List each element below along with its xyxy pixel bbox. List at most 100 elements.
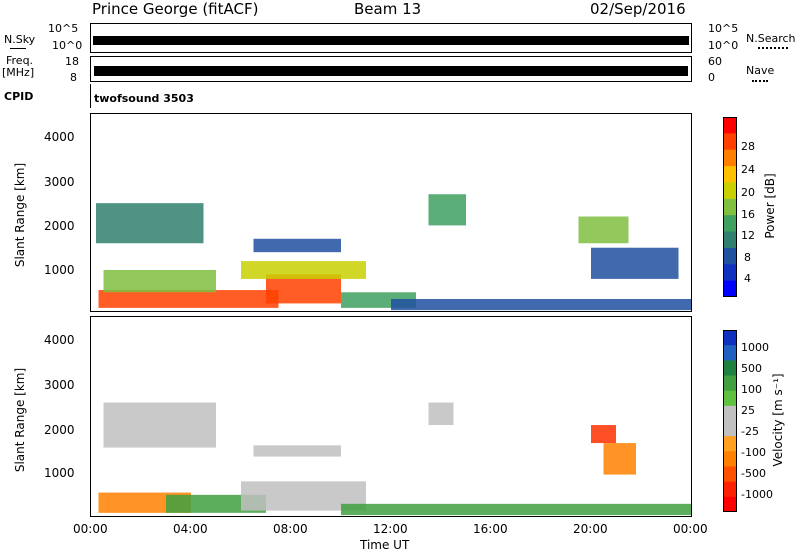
cpid-divider [90, 84, 91, 108]
velocity-colorbar [723, 330, 737, 512]
xtick-0400: 04:00 [173, 522, 208, 536]
nave-tick-high: 60 [708, 55, 722, 68]
nave-label: Nave [746, 64, 775, 77]
vel-cbar-tick-100: 100 [741, 383, 762, 396]
nsearch-tick-low: 10^0 [708, 39, 739, 52]
freq-unit-label: [MHz] [2, 66, 35, 79]
power-ytick-2000: 2000 [44, 219, 75, 233]
colorbar-swatch-1 [723, 133, 737, 151]
heatmap-region-10 [391, 298, 691, 311]
heatmap-region-7 [603, 443, 636, 475]
nsky-trace [93, 36, 689, 45]
heatmap-region-4 [253, 445, 341, 457]
nsearch-tick-high: 10^5 [708, 22, 739, 35]
nsky-underline [10, 48, 26, 49]
vel-ytick-3000: 3000 [44, 378, 75, 392]
nsearch-dots [758, 47, 788, 49]
vel-ytick-2000: 2000 [44, 423, 75, 437]
nave-dots [752, 80, 768, 82]
power-cbar-tick-12: 12 [741, 229, 755, 242]
xtick-1200: 12:00 [373, 522, 408, 536]
nsearch-label: N.Search [746, 32, 796, 45]
colorbar-swatch-3 [723, 375, 737, 392]
colorbar-swatch-3 [723, 166, 737, 183]
xtick-2400: 00:00 [673, 522, 708, 536]
heatmap-region-9 [591, 247, 679, 279]
colorbar-swatch-4 [723, 182, 737, 200]
colorbar-swatch-2 [723, 360, 737, 376]
heatmap-region-6 [591, 425, 616, 444]
colorbar-swatch-4 [723, 390, 737, 407]
date-label: 02/Sep/2016 [590, 0, 686, 18]
beam-label: Beam 13 [354, 0, 422, 18]
heatmap-region-5 [428, 402, 454, 426]
velocity-plot-frame [90, 316, 692, 517]
heatmap-region-5 [253, 238, 341, 253]
power-cbar-tick-28: 28 [741, 140, 755, 153]
vel-cbar-tick-n1000: -1000 [741, 488, 773, 501]
nsky-tick-high: 10^5 [48, 22, 79, 35]
colorbar-swatch-6 [723, 215, 737, 233]
nsky-label: N.Sky [4, 33, 36, 46]
cpid-value: twofsound 3503 [94, 92, 194, 105]
colorbar-swatch-5 [723, 405, 737, 422]
colorbar-swatch-8 [723, 451, 737, 467]
nsky-tick-low: 10^0 [52, 39, 83, 52]
xtick-2000: 20:00 [573, 522, 608, 536]
vel-cbar-label: Velocity [m s⁻¹] [771, 373, 785, 467]
power-cbar-tick-24: 24 [741, 163, 755, 176]
power-ytick-1000: 1000 [44, 263, 75, 277]
colorbar-swatch-1 [723, 345, 737, 361]
vel-cbar-tick-n100: -100 [741, 446, 766, 459]
freq-label: Freq. [6, 54, 34, 67]
vel-ytick-1000: 1000 [44, 466, 75, 480]
colorbar-border [723, 330, 737, 512]
power-cbar-tick-20: 20 [741, 186, 755, 199]
colorbar-swatch-10 [723, 481, 737, 498]
heatmap-region-2 [103, 269, 216, 293]
colorbar-swatch-7 [723, 231, 737, 249]
heatmap-region-3 [103, 402, 216, 448]
station-title: Prince George (fitACF) [92, 0, 259, 18]
heatmap-region-8 [341, 503, 691, 516]
power-ytick-3000: 3000 [44, 175, 75, 189]
power-colorbar [723, 117, 737, 297]
heatmap-region-1 [266, 274, 341, 304]
heatmap-region-7 [428, 194, 466, 226]
heatmap-region-4 [96, 203, 204, 244]
vel-ytick-4000: 4000 [44, 333, 75, 347]
power-cbar-tick-16: 16 [741, 208, 755, 221]
heatmap-region-8 [578, 216, 629, 244]
colorbar-swatch-9 [723, 466, 737, 483]
xtick-0000: 00:00 [73, 522, 108, 536]
colorbar-swatch-8 [723, 247, 737, 265]
nave-tick-low: 0 [708, 71, 715, 84]
colorbar-border [723, 117, 737, 297]
colorbar-swatch-6 [723, 421, 737, 437]
xtick-1600: 16:00 [473, 522, 508, 536]
power-plot-frame [90, 113, 692, 312]
heatmap-region-0 [98, 290, 279, 308]
power-ylabel: Slant Range [km] [13, 162, 27, 268]
colorbar-swatch-11 [723, 496, 737, 512]
vel-cbar-tick-n500: -500 [741, 467, 766, 480]
vel-cbar-tick-500: 500 [741, 362, 762, 375]
freq-tick-high: 18 [65, 55, 79, 68]
velocity-ylabel: Slant Range [km] [13, 367, 27, 473]
nsky-panel [90, 23, 692, 53]
power-cbar-tick-4: 4 [744, 272, 751, 285]
power-ytick-4000: 4000 [44, 130, 75, 144]
vel-cbar-tick-1000: 1000 [741, 341, 769, 354]
colorbar-swatch-9 [723, 264, 737, 282]
power-cbar-label: Power [dB] [763, 173, 777, 239]
cpid-label: CPID [4, 90, 34, 103]
colorbar-swatch-0 [723, 330, 737, 346]
colorbar-swatch-0 [723, 117, 737, 134]
heatmap-region-3 [241, 261, 366, 279]
power-heatmap [96, 194, 691, 311]
power-cbar-tick-8: 8 [744, 251, 751, 264]
vel-cbar-tick-n25: -25 [741, 425, 759, 438]
freq-panel [90, 56, 692, 82]
xtick-0800: 08:00 [273, 522, 308, 536]
colorbar-swatch-7 [723, 436, 737, 452]
